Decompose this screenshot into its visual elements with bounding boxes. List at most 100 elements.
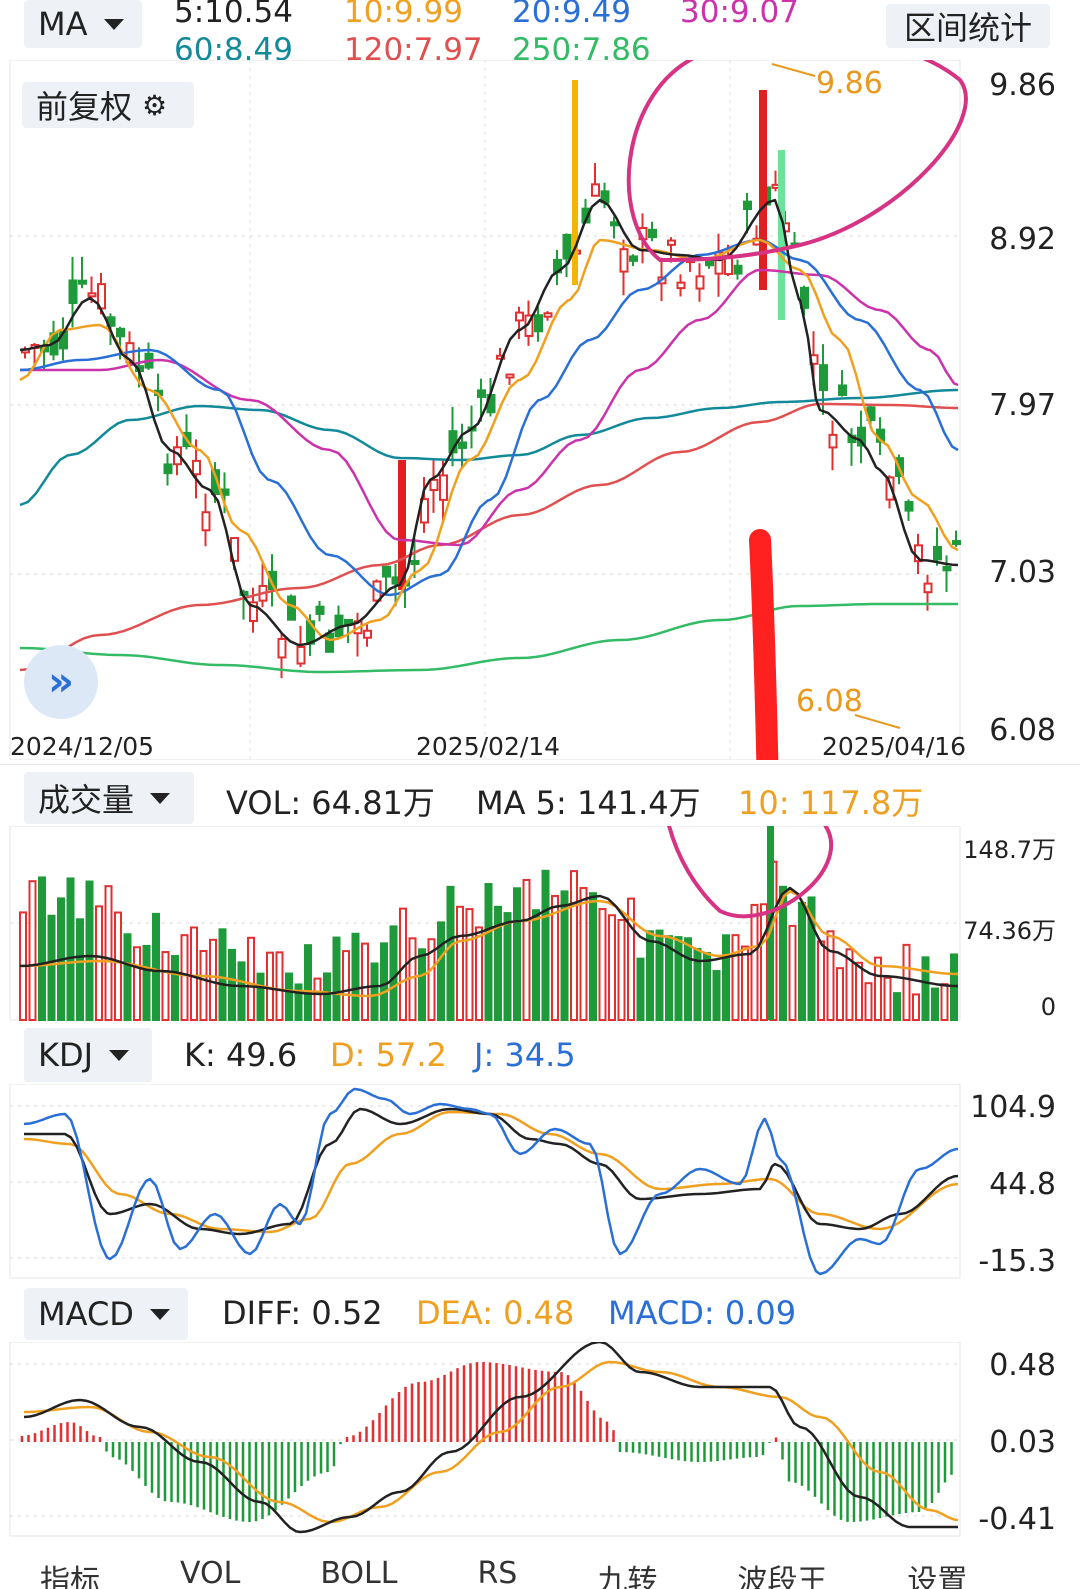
vol-label-text: VOL: (226, 784, 302, 822)
volume-bar (883, 976, 892, 1021)
volume-bar (513, 887, 521, 1022)
high-pointer-line (771, 63, 816, 77)
ma250-line (19, 602, 958, 674)
candle-body (591, 183, 600, 197)
macd-axis-label: -0.41 (978, 1502, 1056, 1537)
chevron-down-icon (149, 1308, 170, 1320)
annotation-circle (626, 60, 968, 263)
kdj-chart[interactable] (0, 1084, 1080, 1280)
kdj-selector[interactable]: KDJ (24, 1028, 152, 1082)
volume-bar (408, 937, 417, 1021)
ma-selector-label: MA (38, 5, 88, 43)
volume-bar (579, 887, 588, 1021)
candle-body (296, 645, 306, 665)
volume-bar (636, 957, 645, 1021)
volume-selector[interactable]: 成交量 (24, 772, 194, 824)
volume-chart[interactable] (0, 826, 1080, 1022)
candle-body (277, 637, 287, 659)
candle-body (163, 463, 173, 475)
candle-body (695, 275, 705, 290)
volume-bar (285, 972, 293, 1021)
price-axis-label: 7.97 (989, 388, 1056, 423)
candle-body (315, 605, 325, 615)
volume-bar (760, 903, 768, 1021)
candle-body (819, 364, 828, 392)
volume-bar (190, 926, 198, 1021)
ma30-value: 30:9.07 (680, 0, 799, 30)
plot-frame (9, 1342, 961, 1537)
volume-bar (475, 926, 483, 1021)
volume-bar (389, 925, 398, 1021)
volume-bar (323, 972, 331, 1021)
macd-selector[interactable]: MACD (24, 1288, 188, 1340)
tab-indicator[interactable]: 指标 (40, 1564, 100, 1589)
volume-bar (570, 870, 578, 1021)
tab-rs[interactable]: RS (477, 1556, 518, 1589)
volume-bar (541, 869, 550, 1021)
candle-body (543, 312, 553, 318)
volume-bar (209, 938, 217, 1021)
candle-body (268, 570, 277, 591)
tab-nine-turn[interactable]: 九转 (597, 1564, 658, 1589)
volume-bar (304, 944, 312, 1021)
volume-bar (123, 933, 132, 1021)
tab-vol[interactable]: VOL (180, 1556, 241, 1589)
volume-bar (76, 918, 84, 1021)
candle-body (648, 228, 657, 239)
expand-button[interactable]: » (24, 645, 98, 719)
interval-stats-button[interactable]: 区间统计 (886, 4, 1050, 48)
volume-bar (437, 921, 445, 1021)
double-chevron-right-icon: » (48, 659, 74, 705)
volume-bar (712, 970, 721, 1022)
price-axis-label: 9.86 (989, 68, 1056, 103)
candle-body (933, 545, 942, 561)
high-price-marker: 9.86 (816, 66, 883, 101)
macd-chart[interactable] (0, 1342, 1080, 1538)
volume-bar (418, 948, 426, 1021)
candle-body (743, 200, 752, 211)
ma10-line (19, 238, 959, 642)
chevron-down-icon (109, 1049, 130, 1061)
volume-bar (361, 942, 369, 1021)
volume-bar (47, 914, 56, 1021)
ma5-line (19, 198, 959, 647)
volume-ma5-line (19, 886, 959, 996)
candle-body (800, 286, 809, 309)
tab-settings[interactable]: 设置 (907, 1564, 968, 1589)
vol-label: VOL: 64.81万 (226, 778, 435, 824)
kdj-d-value: D: 57.2 (330, 1036, 447, 1074)
candlestick-chart[interactable] (0, 60, 1080, 760)
volume-bar (237, 961, 246, 1022)
volume-bar (931, 987, 939, 1022)
candle-body (68, 279, 78, 304)
ma-selector[interactable]: MA (24, 0, 142, 48)
candle-body (923, 582, 933, 594)
volume-selector-label: 成交量 (38, 781, 135, 819)
chevron-down-icon (150, 792, 171, 804)
candle-body (382, 565, 391, 578)
volume-bar (560, 890, 569, 1022)
ma60-line (19, 388, 958, 507)
volume-bar (66, 877, 75, 1021)
volume-bar (655, 929, 664, 1021)
adjust-mode-button[interactable]: 前复权 ⚙ (22, 82, 194, 128)
volume-bar (598, 908, 607, 1021)
volume-bar (674, 936, 683, 1021)
volume-bar (142, 944, 151, 1021)
macd-macd-value: MACD: 0.09 (608, 1294, 797, 1332)
candle-body (952, 540, 961, 546)
volume-bar (171, 955, 179, 1021)
ma60-value: 60:8.49 (174, 32, 293, 68)
volume-bar (494, 905, 502, 1021)
volume-bar (275, 951, 284, 1021)
candle-body (287, 595, 296, 621)
candle-body (496, 354, 505, 360)
tab-boll[interactable]: BOLL (320, 1556, 398, 1589)
tab-wave-king[interactable]: 波段王 (737, 1564, 828, 1589)
limit-up-candle (398, 460, 406, 590)
macd-axis-label: 0.48 (989, 1348, 1056, 1383)
volume-bar (152, 912, 160, 1021)
annotation-circle (667, 826, 833, 919)
candle-body (192, 459, 201, 476)
candle-body (505, 373, 515, 379)
